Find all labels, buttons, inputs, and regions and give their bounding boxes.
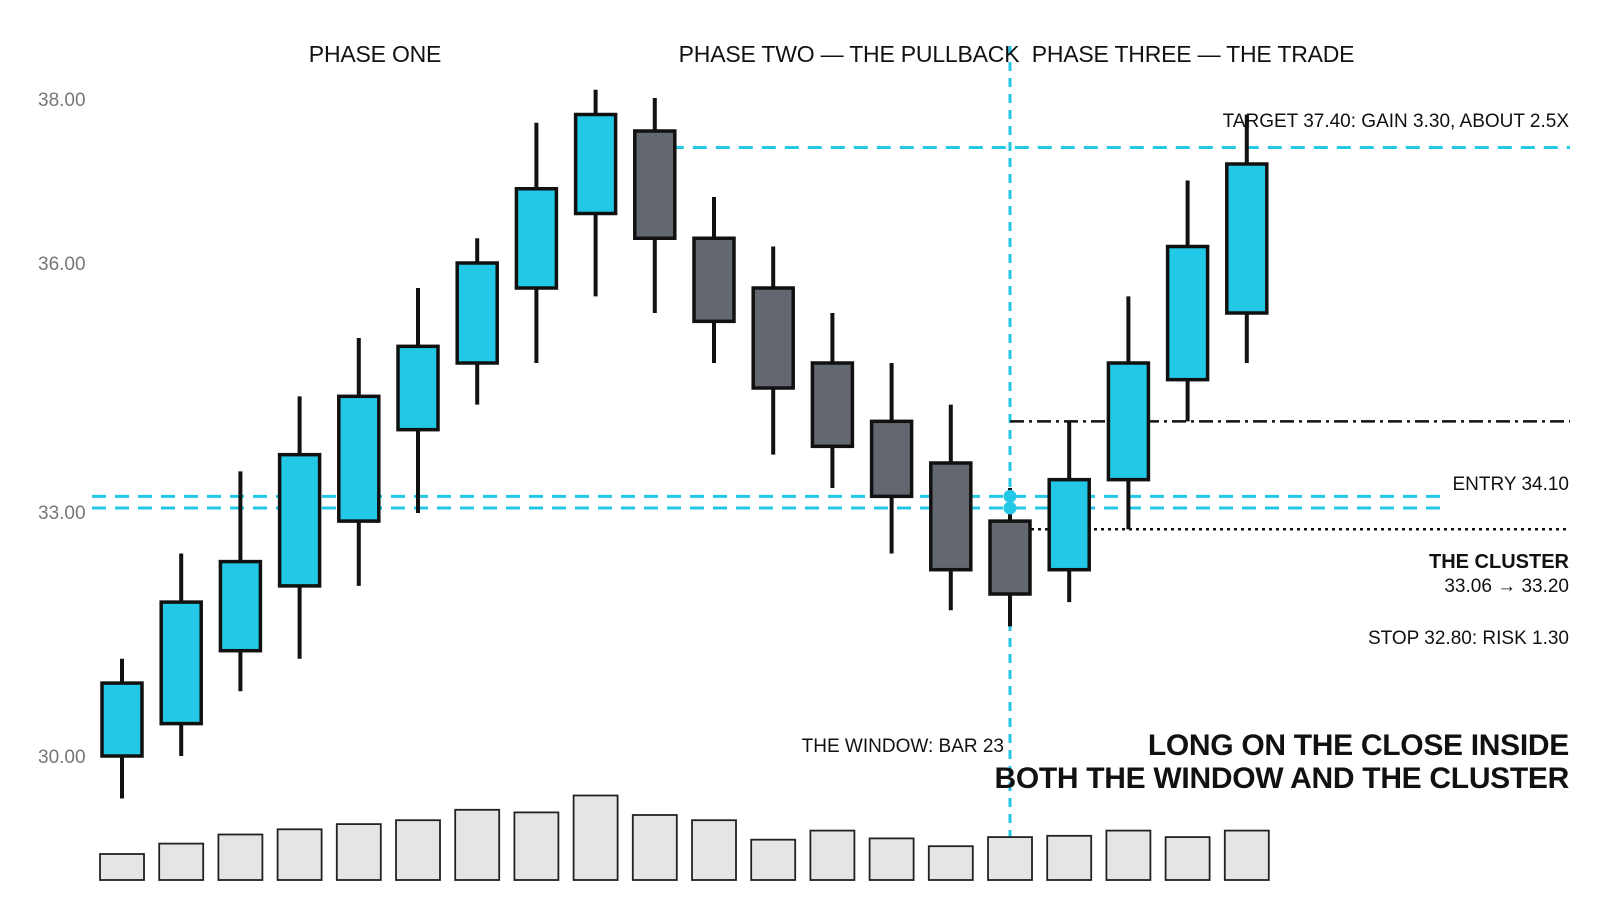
candles: [100, 89, 1269, 799]
volume-bar: [335, 823, 382, 881]
volume-bar: [276, 828, 323, 881]
target-label: TARGET 37.40: GAIN 3.30, ABOUT 2.5X: [1223, 111, 1570, 132]
volume-bar: [217, 833, 264, 881]
candle-body: [100, 681, 144, 758]
candle-body: [633, 129, 677, 240]
phase-three-label: PHASE THREE — THE TRADE: [1032, 41, 1355, 67]
volume-bar: [750, 838, 797, 881]
candle-body: [988, 519, 1032, 596]
volume-bar: [395, 819, 441, 881]
candle-body: [1165, 244, 1210, 382]
volume-bar: [868, 837, 915, 881]
candle-body: [1047, 477, 1091, 572]
candle-body: [277, 452, 322, 588]
cluster-high-marker: [1003, 489, 1017, 503]
volume-bar: [1223, 829, 1270, 881]
candle-body: [396, 344, 440, 432]
volume-bar: [454, 808, 501, 881]
y-tick-label: 33.00: [38, 503, 86, 524]
candle-body: [1225, 162, 1269, 315]
volume-bar: [513, 811, 560, 881]
y-tick-label: 30.00: [38, 747, 86, 768]
candle-body: [159, 600, 203, 726]
candle-body: [1106, 361, 1151, 482]
y-tick-label: 38.00: [38, 90, 86, 111]
phase-one-label: PHASE ONE: [309, 41, 441, 67]
candle-body: [810, 361, 855, 449]
candle-body: [514, 187, 559, 290]
volume-bar: [1164, 836, 1211, 881]
candle-body: [692, 236, 736, 324]
cluster-range-label: 33.06 → 33.20: [1444, 576, 1569, 597]
volume-bar: [809, 829, 856, 881]
volume-bar: [691, 819, 737, 881]
volume-bar: [99, 853, 145, 881]
headline-line-2: BOTH THE WINDOW AND THE CLUSTER: [994, 762, 1569, 795]
guide-lines: [92, 46, 1570, 880]
window-label: THE WINDOW: BAR 23: [802, 736, 1004, 757]
candle-body: [455, 261, 499, 365]
volume-bar: [1105, 829, 1152, 881]
volume-bar: [158, 842, 205, 881]
candle-body: [869, 419, 914, 499]
candle-body: [337, 394, 381, 523]
candle-body: [218, 559, 263, 653]
cluster-low-marker: [1003, 501, 1017, 515]
cluster-markers: [1003, 489, 1017, 515]
stop-label: STOP 32.80: RISK 1.30: [1368, 628, 1569, 649]
volume-bar: [927, 845, 974, 881]
y-tick-label: 36.00: [38, 254, 86, 275]
candle-body: [573, 112, 618, 216]
volume-bar: [1046, 834, 1093, 881]
volume-bar: [631, 814, 678, 881]
volume-bar: [572, 794, 619, 881]
entry-label: ENTRY 34.10: [1452, 474, 1569, 495]
cluster-title-label: THE CLUSTER: [1429, 551, 1570, 573]
candle-body: [929, 461, 973, 572]
volume-bar: [987, 836, 1033, 881]
volume-bars: [99, 794, 1270, 881]
candle-body: [751, 286, 795, 390]
phase-two-label: PHASE TWO — THE PULLBACK: [679, 41, 1021, 67]
headline-line-1: LONG ON THE CLOSE INSIDE: [1148, 729, 1569, 762]
